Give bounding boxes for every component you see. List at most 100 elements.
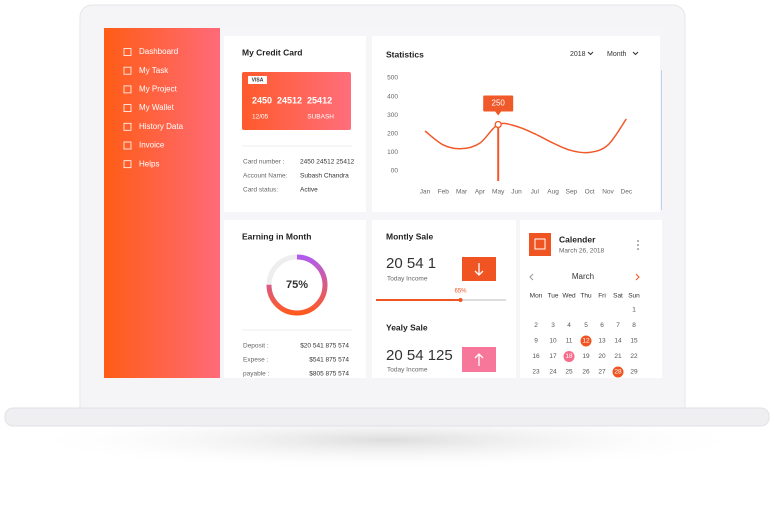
laptop-base [4,407,770,427]
row-value: $805 875 574 [309,371,349,378]
day[interactable]: 18 [565,353,573,360]
day[interactable]: 25 [565,369,573,376]
day-highlight [563,351,575,362]
day[interactable]: 2 [534,322,538,329]
detail-label: Card status: [243,187,278,194]
day[interactable]: 10 [549,338,557,345]
day[interactable]: 1 [632,307,636,314]
sale-caption: Today Income [387,367,428,374]
donut-arc [266,254,328,316]
day-highlight [580,335,592,347]
day[interactable]: 8 [632,322,636,329]
menu-item[interactable]: Dashboard [139,47,178,56]
panel [224,220,366,378]
x-tick-label: Jun [511,189,522,196]
weekday: Wed [562,293,576,300]
day[interactable]: 22 [630,353,638,360]
day[interactable]: 6 [600,322,604,329]
panel [372,36,660,212]
x-tick-label: Sep [566,189,578,196]
day[interactable]: 11 [566,338,573,345]
detail-value: 2450 24512 25412 [300,159,355,166]
screen: My Credit Card VISA 2450 24512 25412 12/… [104,28,662,378]
x-tick-label: Mar [456,189,468,196]
y-tick-label: 300 [387,112,398,119]
menu-item[interactable]: Helps [139,159,159,168]
panel-title: My Credit Card [242,47,302,57]
day[interactable]: 19 [582,353,590,360]
x-tick-label: Apr [475,189,486,196]
y-tick-label: 200 [387,131,398,138]
year-select[interactable]: 2018 [570,51,586,58]
card-expiry: 12/05 [252,114,269,121]
next-month[interactable] [635,273,640,281]
menu-icon [123,48,132,56]
day[interactable]: 9 [534,338,538,345]
sidebar [104,28,220,378]
menu-item[interactable]: My Task [139,66,169,75]
prev-month[interactable] [529,273,534,281]
card-brand: VISA [252,77,264,83]
panel-title: Statistics [386,49,424,59]
x-tick-label: Feb [438,189,450,196]
progress-bar [376,299,461,301]
row-label: Deposit : [243,343,269,350]
card-number: 2450 24512 25412 [252,95,332,105]
menu-icon [123,66,132,75]
panel-title: Yealy Sale [386,322,428,332]
weekday: Thu [580,293,592,300]
donut-label: 75% [286,279,308,291]
day[interactable]: 29 [630,369,638,376]
x-tick-label: Jan [420,189,431,196]
detail-label: Card number : [243,159,285,166]
x-tick-label: Oct [585,189,595,196]
x-tick-label: Dec [621,189,633,196]
weekday: Sat [613,293,623,300]
day[interactable]: 20 [598,353,606,360]
y-tick-label: 500 [387,75,398,82]
callout-tip [495,111,502,116]
menu-icon [123,85,132,94]
sale-amount: 20 54 125 [386,347,453,364]
up-arrow [474,353,484,366]
weekday: Tue [548,293,559,300]
callout-label: 250 [492,99,506,108]
menu-item[interactable]: My Project [139,85,178,94]
callout [483,95,514,112]
x-tick-label: Nov [602,189,614,196]
menu-icon [123,160,132,169]
day[interactable]: 15 [630,338,638,345]
calendar-month: March [572,272,594,281]
day[interactable]: 26 [582,369,590,376]
y-tick-label: 400 [387,93,398,100]
day[interactable]: 12 [582,338,590,345]
day[interactable]: 13 [598,338,606,345]
menu-item[interactable]: History Data [139,122,184,131]
menu-item[interactable]: My Wallet [139,103,175,112]
highlight-point [494,120,502,129]
period-select[interactable]: Month [607,51,627,58]
menu-icon [123,141,132,150]
calendar-glyph [534,238,546,250]
weekday: Sun [628,293,640,300]
day[interactable]: 27 [598,369,606,376]
day-highlight [612,366,624,378]
day[interactable]: 16 [532,353,540,360]
day[interactable]: 21 [614,353,622,360]
day[interactable]: 4 [567,322,571,329]
down-arrow [474,263,484,276]
sale-caption: Today Income [387,276,428,283]
day[interactable]: 14 [614,338,622,345]
menu-item[interactable]: Invoice [139,141,165,150]
day[interactable]: 7 [616,322,620,329]
day[interactable]: 17 [549,353,557,360]
day[interactable]: 3 [551,322,555,329]
calendar-date: March 26, 2018 [559,248,605,255]
day[interactable]: 5 [584,322,588,329]
progress-label: 65% [454,289,467,295]
day[interactable]: 28 [614,369,622,376]
day[interactable]: 24 [549,369,557,376]
day[interactable]: 23 [532,369,540,376]
menu-icon [123,122,132,131]
